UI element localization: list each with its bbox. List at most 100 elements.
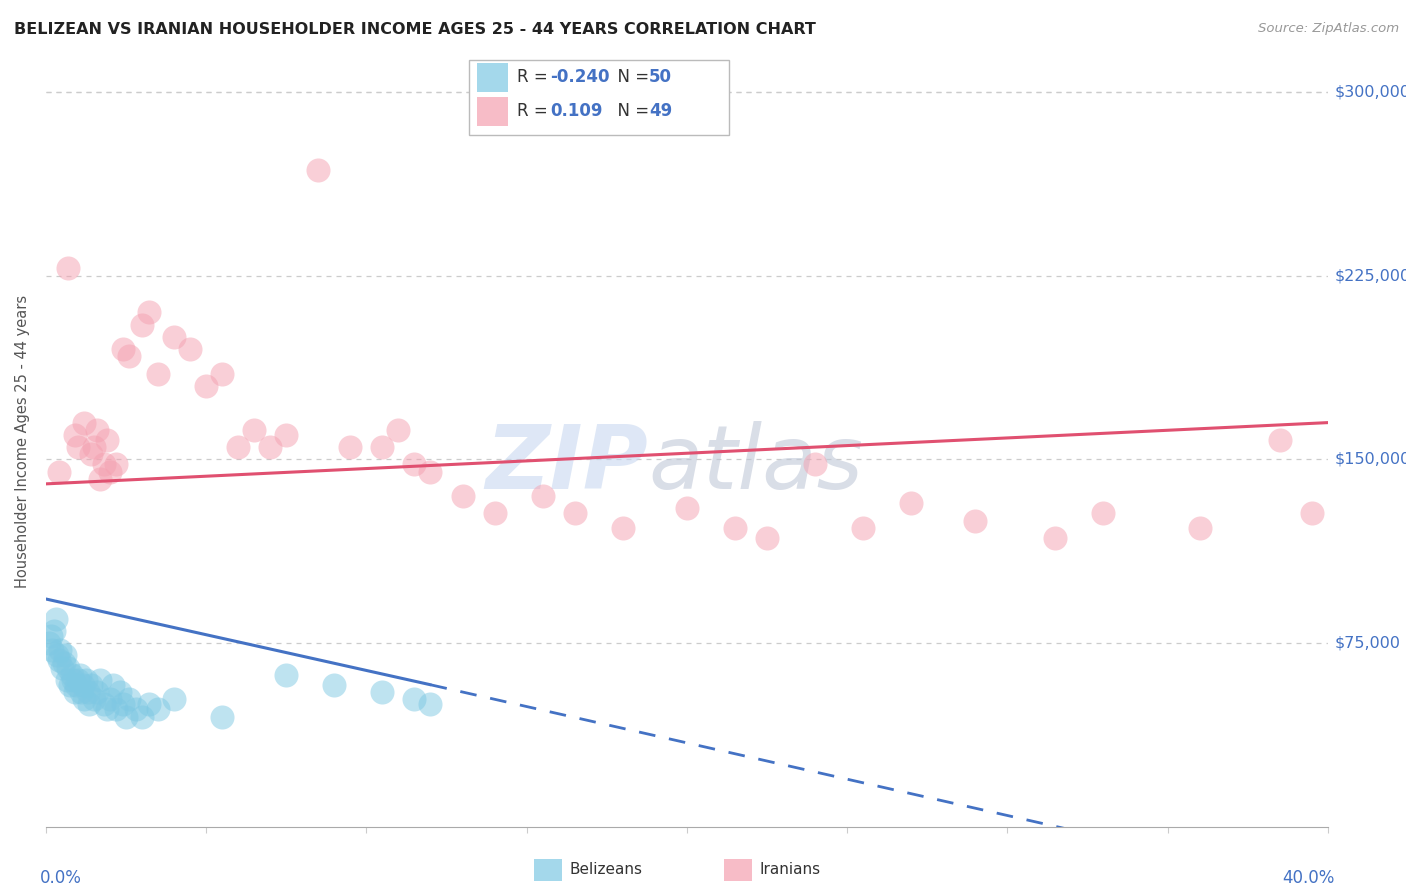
Point — [307, 163, 329, 178]
Text: Iranians: Iranians — [759, 863, 820, 877]
Point — [531, 489, 554, 503]
Point — [89, 673, 111, 687]
Point — [93, 698, 115, 712]
Point — [1092, 506, 1115, 520]
Text: 0.109: 0.109 — [551, 103, 603, 120]
Point — [62, 673, 84, 687]
Point — [73, 692, 96, 706]
Y-axis label: Householder Income Ages 25 - 44 years: Householder Income Ages 25 - 44 years — [15, 294, 30, 588]
Point — [42, 624, 65, 638]
Point — [45, 612, 67, 626]
Point — [612, 521, 634, 535]
Point — [63, 428, 86, 442]
Point — [163, 330, 186, 344]
Point — [243, 423, 266, 437]
Point — [387, 423, 409, 437]
Point — [108, 685, 131, 699]
Point — [195, 379, 218, 393]
Point — [53, 648, 76, 663]
Point — [56, 673, 79, 687]
Point — [564, 506, 586, 520]
Point — [80, 447, 103, 461]
Point — [48, 465, 70, 479]
Point — [66, 673, 89, 687]
Point — [131, 709, 153, 723]
Point — [371, 685, 394, 699]
Point — [724, 521, 747, 535]
Point — [60, 668, 83, 682]
Point — [900, 496, 922, 510]
Text: $225,000: $225,000 — [1334, 268, 1406, 283]
Point — [451, 489, 474, 503]
Point — [118, 692, 141, 706]
Text: N =: N = — [607, 69, 654, 87]
Point — [755, 531, 778, 545]
Point — [72, 678, 94, 692]
Text: ZIP: ZIP — [485, 421, 648, 508]
Point — [65, 678, 87, 692]
Text: -0.240: -0.240 — [551, 69, 610, 87]
Point — [69, 668, 91, 682]
Point — [323, 678, 346, 692]
Point — [73, 416, 96, 430]
Text: $75,000: $75,000 — [1334, 636, 1400, 650]
Text: R =: R = — [517, 69, 553, 87]
Text: R =: R = — [517, 103, 553, 120]
Point — [111, 342, 134, 356]
Point — [58, 660, 80, 674]
Point — [804, 457, 827, 471]
Text: 49: 49 — [650, 103, 672, 120]
Point — [70, 685, 93, 699]
Point — [852, 521, 875, 535]
Point — [96, 433, 118, 447]
Point — [138, 305, 160, 319]
Point — [38, 636, 60, 650]
Point — [96, 702, 118, 716]
Point — [211, 709, 233, 723]
Point — [66, 440, 89, 454]
Point — [46, 648, 69, 663]
Text: $150,000: $150,000 — [1334, 452, 1406, 467]
Text: $300,000: $300,000 — [1334, 85, 1406, 99]
Point — [371, 440, 394, 454]
Point — [41, 643, 63, 657]
Point — [179, 342, 201, 356]
Point — [75, 673, 97, 687]
Point — [58, 261, 80, 276]
Point — [48, 653, 70, 667]
Point — [419, 698, 441, 712]
Point — [259, 440, 281, 454]
Point — [965, 514, 987, 528]
Point — [138, 698, 160, 712]
Point — [80, 678, 103, 692]
Point — [86, 685, 108, 699]
Point — [115, 709, 138, 723]
Text: 40.0%: 40.0% — [1282, 870, 1334, 888]
Text: 50: 50 — [650, 69, 672, 87]
Point — [52, 656, 75, 670]
Text: 0.0%: 0.0% — [39, 870, 82, 888]
Text: atlas: atlas — [648, 421, 863, 508]
Point — [484, 506, 506, 520]
Text: N =: N = — [607, 103, 654, 120]
Point — [163, 692, 186, 706]
Point — [76, 685, 98, 699]
Text: BELIZEAN VS IRANIAN HOUSEHOLDER INCOME AGES 25 - 44 YEARS CORRELATION CHART: BELIZEAN VS IRANIAN HOUSEHOLDER INCOME A… — [14, 22, 815, 37]
Point — [86, 423, 108, 437]
Point — [89, 472, 111, 486]
Point — [63, 685, 86, 699]
Point — [404, 692, 426, 706]
Point — [83, 692, 105, 706]
Text: Belizeans: Belizeans — [569, 863, 643, 877]
Point — [59, 678, 82, 692]
Point — [339, 440, 361, 454]
Point — [51, 660, 73, 674]
Point — [676, 501, 699, 516]
Point — [98, 692, 121, 706]
Point — [146, 367, 169, 381]
Point — [118, 350, 141, 364]
Point — [146, 702, 169, 716]
Point — [1268, 433, 1291, 447]
Point — [125, 702, 148, 716]
Point — [49, 643, 72, 657]
